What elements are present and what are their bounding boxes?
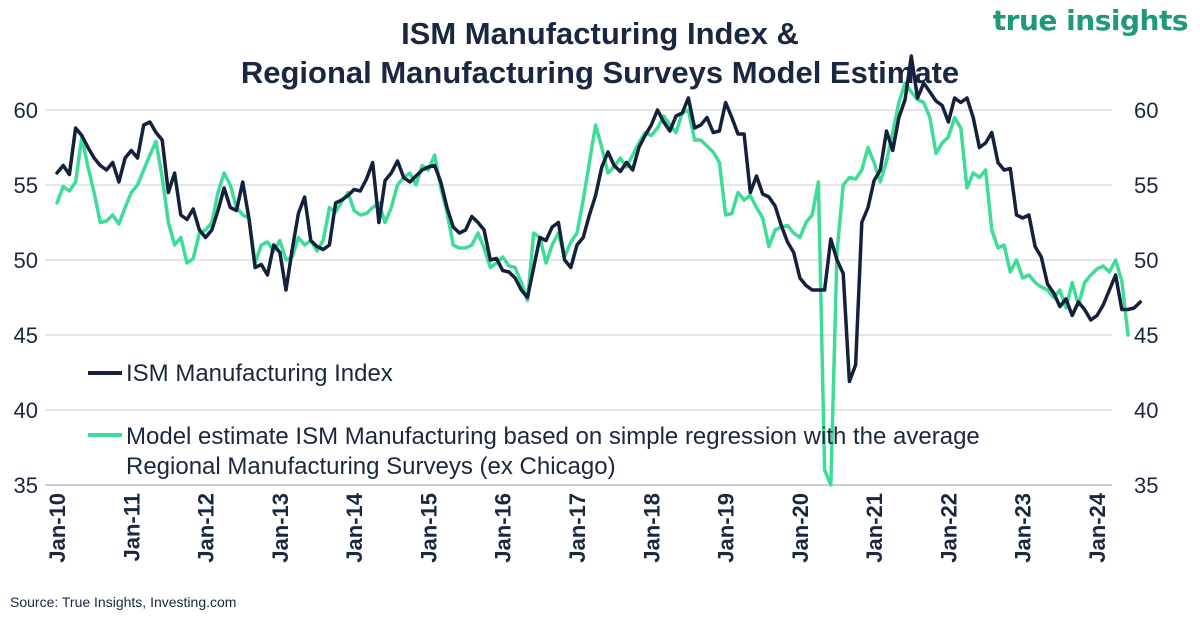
y-tick-right-55: 55 (1134, 173, 1158, 198)
source-note: Source: True Insights, Investing.com (10, 594, 237, 610)
chart-title-line1: ISM Manufacturing Index & (401, 16, 799, 51)
legend-label-ism: ISM Manufacturing Index (126, 360, 393, 387)
x-tick-Jan-20: Jan-20 (788, 493, 813, 563)
y-tick-right-40: 40 (1134, 398, 1158, 423)
x-tick-Jan-21: Jan-21 (862, 493, 887, 563)
x-tick-Jan-10: Jan-10 (45, 493, 70, 563)
chart-series (55, 54, 1143, 487)
x-tick-Jan-23: Jan-23 (1011, 493, 1036, 563)
y-axis-right: 35 40 45 50 55 60 (1134, 98, 1158, 498)
x-tick-Jan-16: Jan-16 (491, 493, 516, 563)
x-tick-Jan-15: Jan-15 (416, 493, 441, 563)
y-tick-left-60: 60 (14, 98, 38, 123)
y-tick-left-45: 45 (14, 323, 38, 348)
x-tick-Jan-24: Jan-24 (1085, 492, 1110, 562)
y-axis-left: 35 40 45 50 55 60 (14, 98, 38, 498)
x-tick-Jan-14: Jan-14 (342, 492, 367, 562)
x-tick-Jan-17: Jan-17 (565, 493, 590, 563)
logo-word-true: true (992, 4, 1067, 37)
chart-gridlines (45, 109, 1112, 486)
x-tick-Jan-13: Jan-13 (268, 493, 293, 563)
chart-title: ISM Manufacturing Index & Regional Manuf… (0, 14, 1200, 92)
y-tick-right-50: 50 (1134, 248, 1158, 273)
y-tick-left-35: 35 (14, 473, 38, 498)
y-tick-left-50: 50 (14, 248, 38, 273)
y-tick-left-40: 40 (14, 398, 38, 423)
x-tick-Jan-11: Jan-11 (119, 493, 144, 562)
y-tick-right-60: 60 (1134, 98, 1158, 123)
true-insights-logo: true insights (992, 4, 1189, 37)
chart-title-line2: Regional Manufacturing Surveys Model Est… (240, 55, 960, 90)
y-tick-right-35: 35 (1134, 473, 1158, 498)
x-tick-Jan-12: Jan-12 (194, 493, 219, 563)
legend-label-model: Model estimate ISM Manufacturing based o… (126, 423, 986, 480)
series-line-model (55, 81, 1130, 487)
x-tick-Jan-19: Jan-19 (714, 493, 739, 563)
x-tick-Jan-22: Jan-22 (936, 493, 961, 563)
logo-word-insights: insights (1066, 4, 1188, 37)
x-axis: Jan-10 Jan-11 Jan-12 Jan-13 Jan-14 Jan-15 Jan-… (45, 492, 1110, 562)
y-tick-left-55: 55 (14, 173, 38, 198)
series-line-ism (55, 54, 1143, 384)
chart-legend: ISM Manufacturing Index Model estimate I… (88, 360, 986, 480)
x-tick-Jan-18: Jan-18 (639, 493, 664, 563)
y-tick-right-45: 45 (1134, 323, 1158, 348)
